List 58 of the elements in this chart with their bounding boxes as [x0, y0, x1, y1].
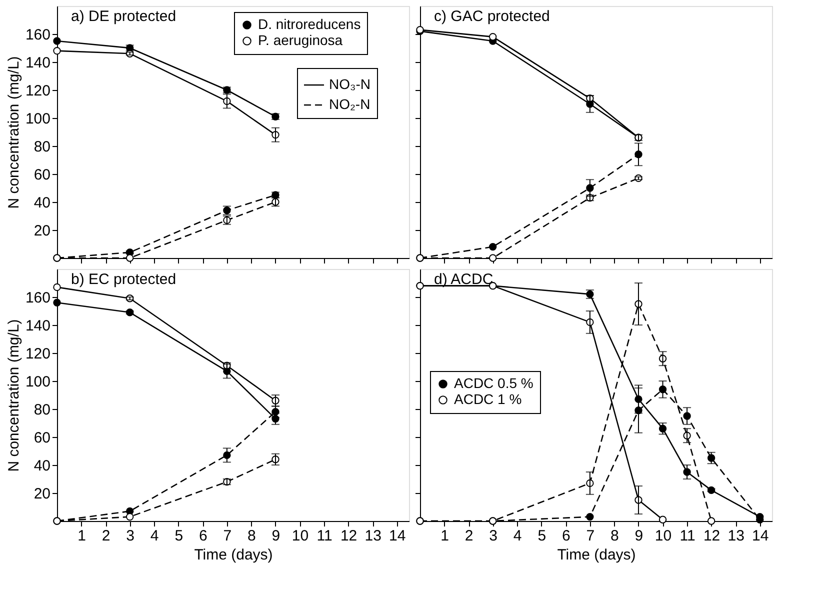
y-tick-label: 40 — [34, 458, 50, 474]
y-tick-label: 80 — [34, 402, 50, 418]
x-tick-label: 7 — [223, 528, 232, 544]
x-tick-label: 13 — [728, 528, 744, 544]
annotation: NO₃-N — [329, 76, 370, 92]
x-tick-label: 3 — [126, 528, 134, 544]
x-tick-label: 12 — [340, 528, 358, 544]
chart-title: d) ACDC — [434, 271, 494, 288]
x-tick-label: 2 — [464, 528, 474, 544]
y-tick-label: 40 — [34, 194, 50, 212]
x-tick-label: 9 — [272, 528, 280, 544]
x-tick-label: 11 — [680, 528, 696, 544]
x-tick-label: 1 — [78, 528, 86, 544]
y-tick-label: 100 — [25, 110, 50, 128]
y-tick-label: 60 — [34, 166, 50, 184]
x-tick-label: 5 — [174, 528, 184, 544]
y-tick-label: 20 — [34, 222, 50, 240]
x-tick-label: 8 — [610, 528, 619, 544]
legend-label: ACDC 0.5 % — [454, 375, 534, 391]
y-tick-label: 160 — [25, 26, 50, 44]
x-tick-label: 4 — [150, 528, 159, 544]
annotation: NO₂-N — [329, 96, 370, 112]
legend-label: D. nitroreducens — [258, 16, 361, 32]
x-tick-label: 9 — [634, 528, 644, 544]
x-tick-label: 2 — [102, 528, 110, 544]
x-tick-label: 12 — [703, 528, 720, 544]
y-tick-label: 100 — [25, 374, 50, 390]
x-tick-label: 10 — [654, 528, 672, 544]
y-tick-label: 140 — [25, 318, 50, 334]
x-tick-label: 4 — [513, 528, 522, 544]
legend-label: P. aeruginosa — [258, 32, 343, 48]
y-axis-title: N concentration (mg/L) — [5, 56, 22, 209]
legend-label: ACDC 1 % — [454, 391, 522, 407]
x-tick-label: 6 — [198, 528, 208, 544]
x-tick-label: 14 — [389, 528, 406, 544]
chart-title: a) DE protected — [71, 8, 176, 25]
y-tick-label: 160 — [25, 290, 50, 306]
y-axis-title: N concentration (mg/L) — [5, 319, 22, 472]
y-tick-label: 120 — [25, 82, 50, 100]
x-tick-label: 1 — [440, 528, 449, 544]
x-tick-label: 10 — [292, 528, 309, 544]
chart-title: b) EC protected — [71, 271, 176, 288]
x-tick-label: 11 — [316, 528, 332, 544]
y-tick-label: 120 — [25, 346, 50, 362]
chart-title: c) GAC protected — [434, 8, 550, 25]
y-tick-label: 60 — [34, 430, 50, 446]
x-axis-title: Time (days) — [557, 546, 636, 564]
x-tick-label: 7 — [586, 528, 595, 544]
x-tick-label: 5 — [538, 528, 546, 544]
x-tick-label: 3 — [489, 528, 498, 544]
x-axis-title: Time (days) — [194, 546, 273, 564]
y-tick-label: 80 — [34, 138, 50, 156]
y-tick-label: 140 — [25, 54, 50, 72]
x-tick-label: 13 — [364, 528, 382, 544]
x-tick-label: 8 — [248, 528, 256, 544]
y-tick-label: 20 — [34, 486, 50, 502]
x-tick-label: 6 — [562, 528, 570, 544]
x-tick-label: 14 — [752, 528, 769, 544]
